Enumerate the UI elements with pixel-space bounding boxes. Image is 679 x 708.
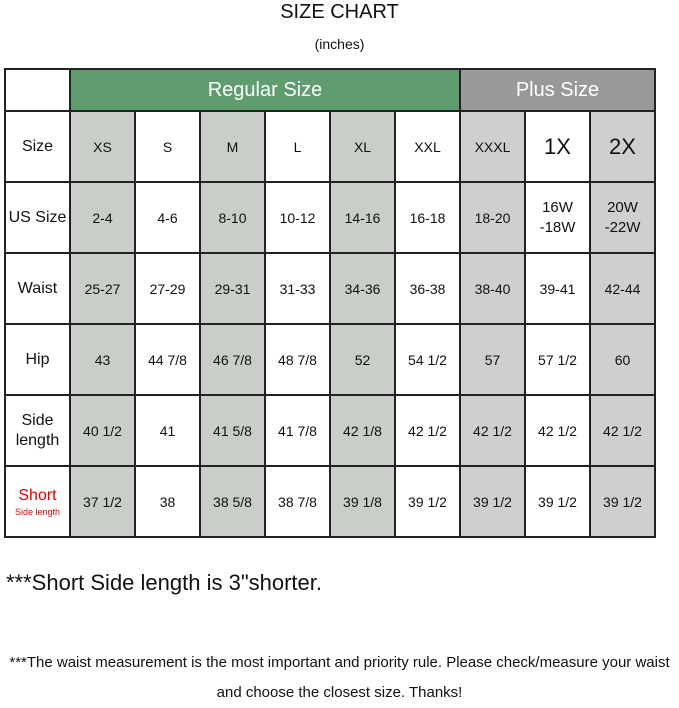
table-row: Side length 40 1/2 41 41 5/8 41 7/8 42 1/8 42 … [4,394,656,467]
table-cell: 38 [134,465,201,538]
table-cell: 39 1/2 [459,465,526,538]
table-cell: 54 1/2 [394,323,461,396]
table-cell: 29-31 [199,252,266,325]
table-cell: S [134,110,201,183]
table-row: Size XS S M L XL XXL XXXL 1X 2X [4,110,656,183]
table-cell: 38-40 [459,252,526,325]
table-cell: 25-27 [69,252,136,325]
table-cell: 39 1/2 [589,465,656,538]
row-label: Size [4,110,71,183]
table-cell: 18-20 [459,181,526,254]
table-cell: 36-38 [394,252,461,325]
table-cell: XL [329,110,396,183]
row-label: US Size [4,181,71,254]
table-cell: 37 1/2 [69,465,136,538]
table-row: US Size 2-4 4-6 8-10 10-12 14-16 16-18 18-20 16W… [4,181,656,254]
table-row: Waist 25-27 27-29 29-31 31-33 34-36 36-38 38-40… [4,252,656,325]
table-cell: 34-36 [329,252,396,325]
table-cell: L [264,110,331,183]
table-cell: 31-33 [264,252,331,325]
table-cell: M [199,110,266,183]
chart-title: SIZE CHART [280,1,399,23]
group-header-row: Regular Size Plus Size [4,68,656,112]
table-cell: 46 7/8 [199,323,266,396]
table-cell: XXXL [459,110,526,183]
table-cell: 57 [459,323,526,396]
row-label-text: Short [18,486,57,504]
table-cell: 42 1/8 [329,394,396,467]
table-cell: 14-16 [329,181,396,254]
table-cell: 60 [589,323,656,396]
table-cell: 27-29 [134,252,201,325]
table-cell: 42 1/2 [589,394,656,467]
table-cell: 16-18 [394,181,461,254]
table-cell: 40 1/2 [69,394,136,467]
table-cell: XS [69,110,136,183]
table-cell: 44 7/8 [134,323,201,396]
size-chart-table: Regular Size Plus Size Size XS S M L XL XXL XXX… [4,68,656,538]
table-cell: 57 1/2 [524,323,591,396]
units-subtitle: (inches) [314,36,365,52]
table-row: Hip 43 44 7/8 46 7/8 48 7/8 52 54 1/2 57 57 1/2 6… [4,323,656,396]
table-cell: XXL [394,110,461,183]
table-cell: 4-6 [134,181,201,254]
table-cell: 41 [134,394,201,467]
table-cell: 42 1/2 [459,394,526,467]
row-label: Side length [4,394,71,467]
table-cell: 2X [589,110,656,183]
waist-note: ***The waist measurement is the most imp… [9,654,670,701]
short-length-note: ***Short Side length is 3"shorter. [6,570,322,595]
table-cell: 43 [69,323,136,396]
table-cell: 2-4 [69,181,136,254]
row-label-subtext: Side length [14,506,61,517]
corner-cell [4,68,71,112]
table-cell: 1X [524,110,591,183]
table-cell: 41 7/8 [264,394,331,467]
table-cell: 39 1/2 [524,465,591,538]
row-label: Hip [4,323,71,396]
table-cell: 42-44 [589,252,656,325]
row-label: Waist [4,252,71,325]
regular-size-header: Regular Size [69,68,461,112]
table-cell: 52 [329,323,396,396]
table-cell: 8-10 [199,181,266,254]
table-row: Short Side length 37 1/2 38 38 5/8 38 7/8 39 1… [4,465,656,538]
table-cell: 16W -18W [524,181,591,254]
table-cell: 20W -22W [589,181,656,254]
table-cell: 39 1/8 [329,465,396,538]
row-label: Short Side length [4,465,71,538]
table-cell: 39 1/2 [394,465,461,538]
table-cell: 10-12 [264,181,331,254]
plus-size-header: Plus Size [459,68,656,112]
table-cell: 39-41 [524,252,591,325]
table-cell: 42 1/2 [524,394,591,467]
table-cell: 38 7/8 [264,465,331,538]
table-cell: 42 1/2 [394,394,461,467]
table-cell: 41 5/8 [199,394,266,467]
table-cell: 38 5/8 [199,465,266,538]
table-cell: 48 7/8 [264,323,331,396]
